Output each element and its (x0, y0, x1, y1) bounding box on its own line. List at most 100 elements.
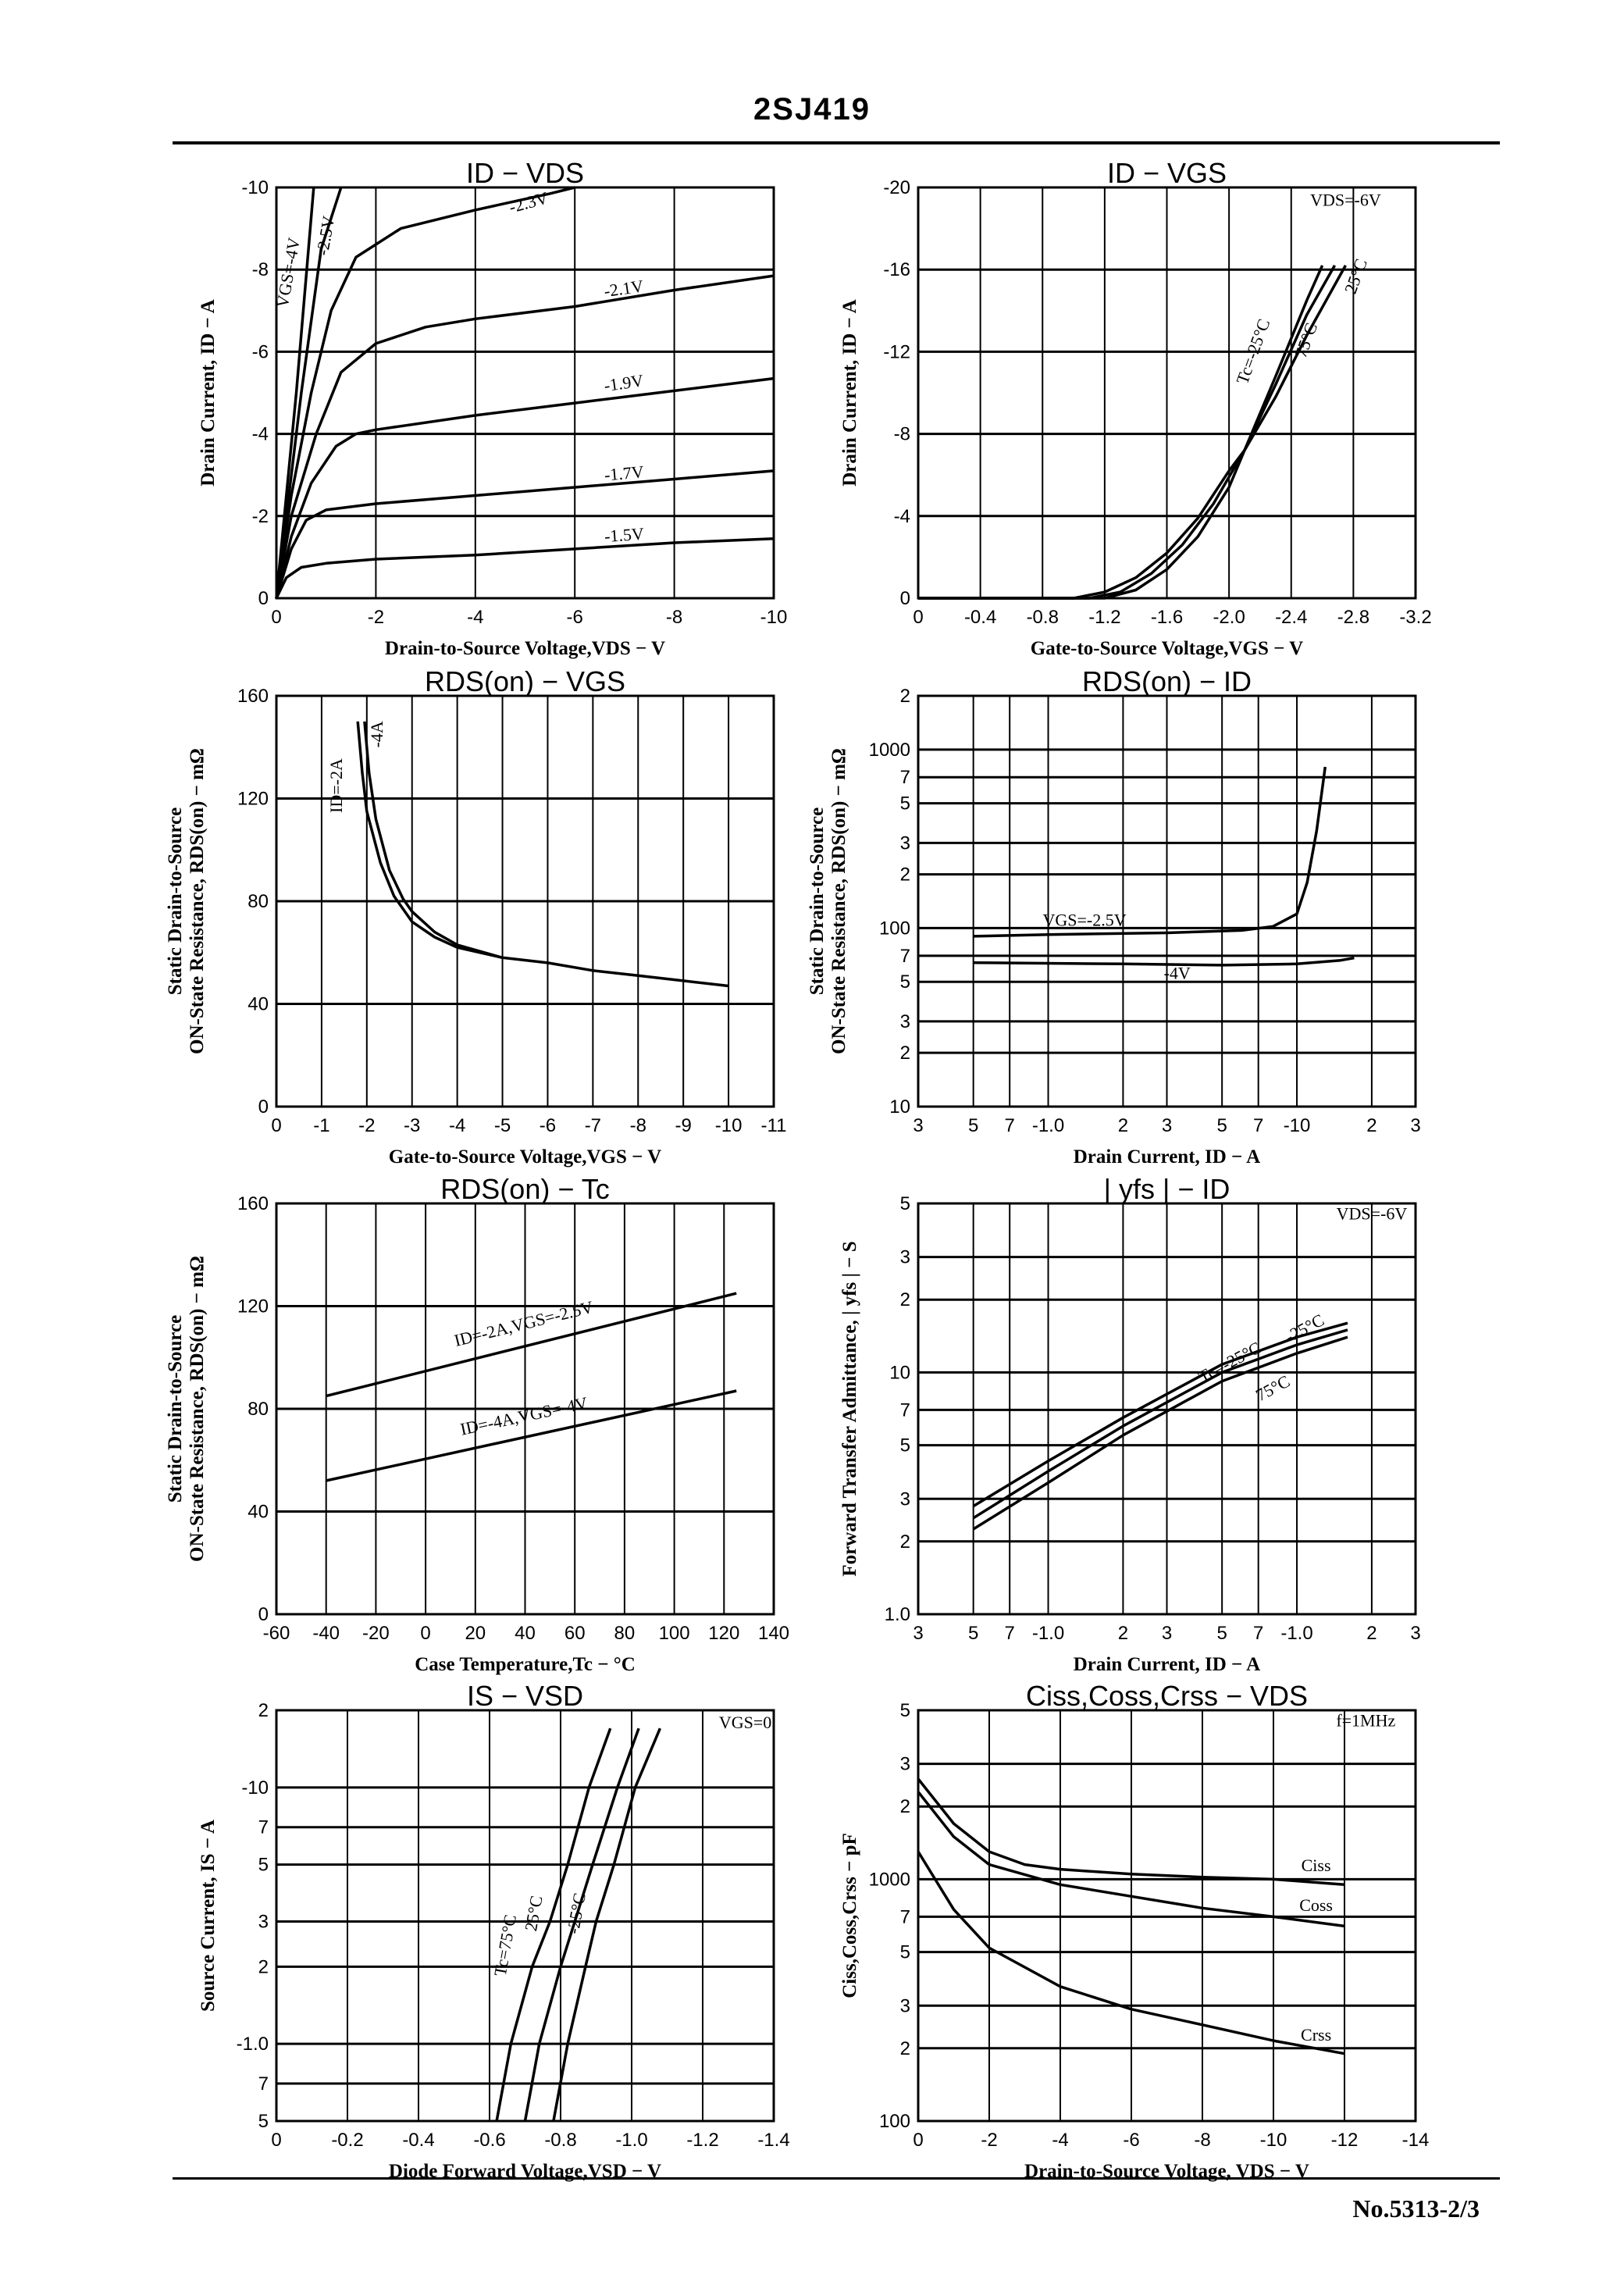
y-tick-label: 3 (900, 1011, 910, 1032)
annotation-label: VDS=-6V (1337, 1203, 1408, 1223)
y-tick-label: 2 (900, 1531, 910, 1553)
x-tick-label: -10 (1260, 2130, 1287, 2151)
series-line-1 (918, 265, 1337, 600)
x-tick-label: -1.2 (1088, 607, 1120, 628)
y-tick-label: 7 (258, 2073, 269, 2094)
x-tick-label: 7 (1005, 1623, 1015, 1644)
series-line-1 (973, 956, 1355, 967)
x-axis-label: Gate-to-Source Voltage,VGS − V (389, 1146, 661, 1168)
y-tick-label: -10 (241, 177, 269, 198)
y-tick-label: 2 (900, 1289, 910, 1310)
y-axis-label: Forward Transfer Admittance, | yfs | − S (839, 1241, 860, 1576)
x-tick-label: -8 (1194, 2130, 1210, 2151)
x-tick-label: 20 (465, 1623, 486, 1644)
x-tick-label: 0 (271, 2130, 281, 2151)
x-tick-label: 60 (564, 1623, 586, 1644)
series-line-0 (973, 766, 1327, 938)
y-tick-label: -20 (883, 177, 910, 198)
x-tick-label: 7 (1253, 1623, 1263, 1644)
annotation-label: -1.9V (603, 370, 645, 395)
annotation-label: -25°C (1282, 1310, 1327, 1346)
y-tick-label: 3 (900, 1488, 910, 1510)
series-line-0 (275, 187, 315, 599)
x-tick-label: 3 (913, 1115, 923, 1136)
annotation-label: ID=-2A (326, 758, 346, 813)
x-tick-label: 5 (1216, 1115, 1227, 1136)
annotation-label: -2.3V (507, 187, 550, 216)
y-tick-label: -6 (252, 341, 269, 362)
y-axis-label: Drain Current, ID − A (198, 299, 219, 486)
x-tick-label: 0 (913, 607, 923, 628)
annotation-label: Tc=75°C (490, 1913, 520, 1978)
series-line-1 (523, 1727, 640, 2122)
x-tick-label: -3 (404, 1115, 420, 1136)
x-axis-label: Drain Current, ID − A (1074, 1654, 1260, 1675)
x-tick-label: 5 (968, 1623, 978, 1644)
x-tick-label: 100 (659, 1623, 690, 1644)
x-tick-label: -2 (358, 1115, 375, 1136)
x-tick-label: -60 (263, 1623, 290, 1644)
x-tick-label: 2 (1366, 1115, 1376, 1136)
x-tick-label: 80 (614, 1623, 636, 1644)
header-rule (173, 141, 1500, 144)
series-line-2 (917, 1851, 1345, 2055)
y-tick-label: 100 (879, 2111, 910, 2132)
series-line-0 (972, 1321, 1348, 1508)
y-tick-label: 0 (258, 588, 269, 609)
y-tick-label: 0 (258, 1096, 269, 1118)
y-tick-label: 40 (248, 1502, 269, 1523)
document-number: No.5313-2/3 (1352, 2194, 1480, 2223)
series-line-1 (275, 187, 343, 599)
series-line-2 (972, 1335, 1348, 1531)
x-tick-label: -0.8 (544, 2130, 576, 2151)
y-axis-label: Ciss,Coss,Crss − pF (839, 1833, 860, 1998)
y-tick-label: 160 (237, 1193, 269, 1214)
chart-2: 0 -1 -2 -3 -4 -5 -6 -7 -8 -9 -10 -11 0 40 80 120 160 ID=-… (165, 665, 786, 1168)
x-tick-label: -1.0 (1032, 1623, 1064, 1644)
x-tick-label: -1.2 (686, 2130, 718, 2151)
x-tick-label: -1.0 (1032, 1115, 1064, 1136)
x-tick-label: -2.8 (1337, 607, 1369, 628)
y-tick-label: 7 (900, 1399, 910, 1421)
chart-0: 0 -2 -4 -6 -8 -100-2-4-6-8-10VGS=-4V-2.5V-2.3… (198, 157, 787, 659)
x-tick-label: -1.0 (1280, 1623, 1312, 1644)
annotation-label: -4V (1164, 963, 1191, 982)
y-axis-label: ON-State Resistance, RDS(on) − mΩ (187, 1256, 208, 1562)
y-tick-label: 3 (900, 1995, 910, 2016)
x-tick-label: -4 (467, 607, 483, 628)
x-tick-label: -5 (494, 1115, 511, 1136)
x-tick-label: 120 (708, 1623, 739, 1644)
x-tick-label: 7 (1253, 1115, 1263, 1136)
y-tick-label: -8 (894, 424, 910, 445)
chart-title: IS − VSD (467, 1680, 583, 1712)
series-line-0 (356, 721, 729, 988)
y-tick-label: 2 (258, 1956, 269, 1977)
x-tick-label: 3 (1162, 1115, 1172, 1136)
x-tick-label: -2 (368, 607, 384, 628)
x-tick-label: 0 (271, 1115, 281, 1136)
y-tick-label: 1000 (869, 1869, 910, 1890)
y-tick-label: 10 (889, 1362, 910, 1383)
chart-title: RDS(on) − VGS (425, 665, 625, 697)
y-tick-label: -8 (252, 259, 269, 280)
chart-6: 0 -0.2 -0.4 -0.6 -0.8 -1.0 -1.2 -1.4 5 7 -1.0 2 3 5 7 -… (198, 1680, 790, 2182)
annotation-label: 25°C (521, 1894, 547, 1932)
y-tick-label: -1.0 (237, 2034, 269, 2055)
x-tick-label: -3.2 (1399, 607, 1431, 628)
x-tick-label: -0.8 (1027, 607, 1059, 628)
chart-title: RDS(on) − Tc (440, 1173, 609, 1205)
y-tick-label: 2 (258, 1700, 269, 1721)
y-tick-label: 5 (900, 971, 910, 993)
y-tick-label: 10 (889, 1096, 910, 1118)
x-tick-label: 0 (420, 1623, 430, 1644)
y-axis-label: Drain Current, ID − A (839, 299, 860, 486)
chart-title: Ciss,Coss,Crss − VDS (1026, 1680, 1308, 1712)
annotation-label: -1.5V (604, 524, 644, 546)
x-tick-label: -6 (1123, 2130, 1139, 2151)
annotation-label: VGS=0 (719, 1713, 771, 1732)
x-tick-label: 3 (1162, 1623, 1172, 1644)
x-tick-label: -1 (313, 1115, 329, 1136)
series-line-1 (972, 1328, 1348, 1520)
y-axis-label: Source Current, IS − A (198, 1820, 219, 2012)
series-line-0 (326, 1292, 737, 1398)
